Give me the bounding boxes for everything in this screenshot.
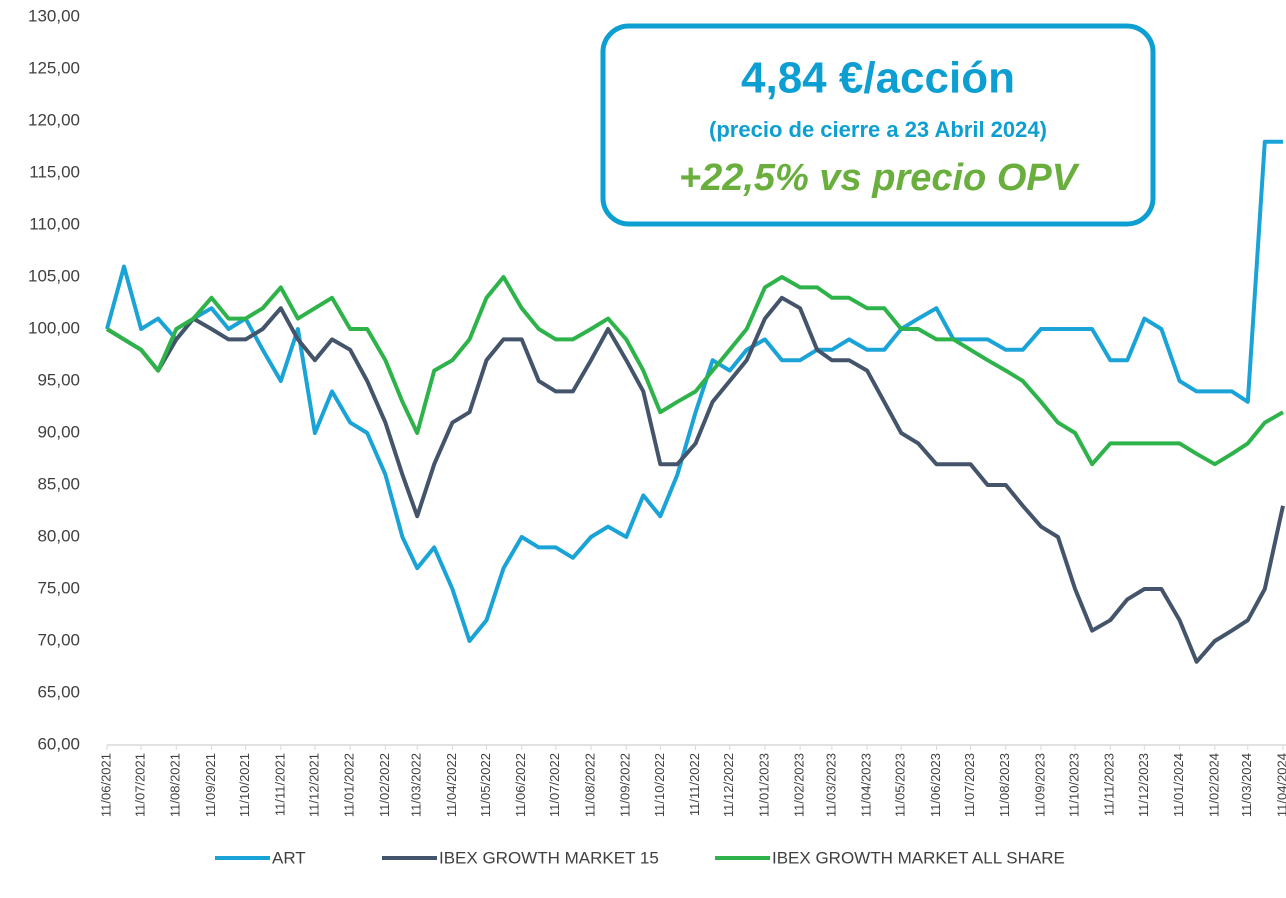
x-tick-label: 11/03/2023 xyxy=(823,753,838,817)
x-tick-label: 11/10/2022 xyxy=(652,753,667,817)
x-tick-label: 11/06/2021 xyxy=(98,753,113,817)
x-tick-label: 11/11/2021 xyxy=(272,753,287,816)
y-tick-label: 95,00 xyxy=(37,370,80,389)
x-tick-label: 11/01/2023 xyxy=(756,753,771,817)
y-tick-label: 65,00 xyxy=(37,682,80,701)
x-tick-label: 11/05/2022 xyxy=(478,753,493,817)
x-tick-label: 11/02/2023 xyxy=(792,753,807,817)
x-tick-label: 11/02/2022 xyxy=(377,753,392,817)
x-tick-label: 11/10/2021 xyxy=(237,753,252,817)
y-tick-label: 105,00 xyxy=(28,266,80,285)
legend-label: IBEX GROWTH MARKET ALL SHARE xyxy=(772,848,1065,867)
x-tick-label: 11/03/2024 xyxy=(1239,753,1254,817)
series-line xyxy=(105,295,1285,664)
y-tick-label: 125,00 xyxy=(28,58,80,77)
x-tick-label: 11/09/2021 xyxy=(203,753,218,817)
x-tick-label: 11/07/2021 xyxy=(133,753,148,817)
y-tick-label: 85,00 xyxy=(37,474,80,493)
y-tick-label: 115,00 xyxy=(29,162,80,181)
x-tick-label: 11/08/2022 xyxy=(582,753,597,817)
x-tick-label: 11/01/2022 xyxy=(342,753,357,817)
x-tick-label: 11/12/2022 xyxy=(721,753,736,817)
x-tick-label: 11/06/2022 xyxy=(513,753,528,817)
y-tick-label: 75,00 xyxy=(37,578,80,597)
y-tick-label: 100,00 xyxy=(28,318,80,337)
x-tick-label: 11/04/2024 xyxy=(1274,753,1286,817)
y-tick-label: 70,00 xyxy=(37,630,80,649)
x-tick-label: 11/04/2022 xyxy=(444,753,459,817)
y-tick-label: 130,00 xyxy=(28,6,80,25)
y-tick-label: 80,00 xyxy=(37,526,80,545)
x-tick-label: 11/04/2023 xyxy=(859,753,874,817)
x-tick-label: 11/09/2022 xyxy=(618,753,633,817)
x-tick-label: 11/07/2023 xyxy=(962,753,977,817)
x-tick-label: 11/02/2024 xyxy=(1206,753,1221,817)
price-note: (precio de cierre a 23 Abril 2024) xyxy=(709,117,1047,142)
return-annotation: +22,5% vs precio OPV xyxy=(679,157,1080,199)
x-tick-label: 11/08/2023 xyxy=(997,753,1012,817)
y-tick-label: 110,00 xyxy=(29,214,80,233)
legend-label: IBEX GROWTH MARKET 15 xyxy=(439,848,659,867)
y-tick-label: 60,00 xyxy=(37,734,80,753)
x-tick-label: 11/05/2023 xyxy=(893,753,908,817)
x-tick-label: 11/08/2021 xyxy=(168,753,183,817)
x-tick-label: 11/11/2023 xyxy=(1102,753,1117,816)
annotation-box xyxy=(600,23,1156,227)
series-line xyxy=(105,139,1283,643)
x-tick-label: 11/03/2022 xyxy=(409,753,424,817)
y-tick-label: 90,00 xyxy=(37,422,80,441)
x-tick-label: 11/11/2022 xyxy=(687,753,702,816)
legend-label: ART xyxy=(272,848,306,867)
x-tick-label: 11/06/2023 xyxy=(928,753,943,817)
x-tick-label: 11/07/2022 xyxy=(547,753,562,817)
price-annotation: 4,84 €/acción xyxy=(741,54,1015,103)
x-tick-label: 11/12/2023 xyxy=(1136,753,1151,817)
series-line xyxy=(105,275,1284,467)
x-tick-label: 11/01/2024 xyxy=(1171,753,1186,817)
x-tick-label: 11/10/2023 xyxy=(1067,753,1082,817)
x-tick-label: 11/09/2023 xyxy=(1032,753,1047,817)
x-tick-label: 11/12/2021 xyxy=(306,753,321,817)
y-tick-label: 120,00 xyxy=(28,110,80,129)
